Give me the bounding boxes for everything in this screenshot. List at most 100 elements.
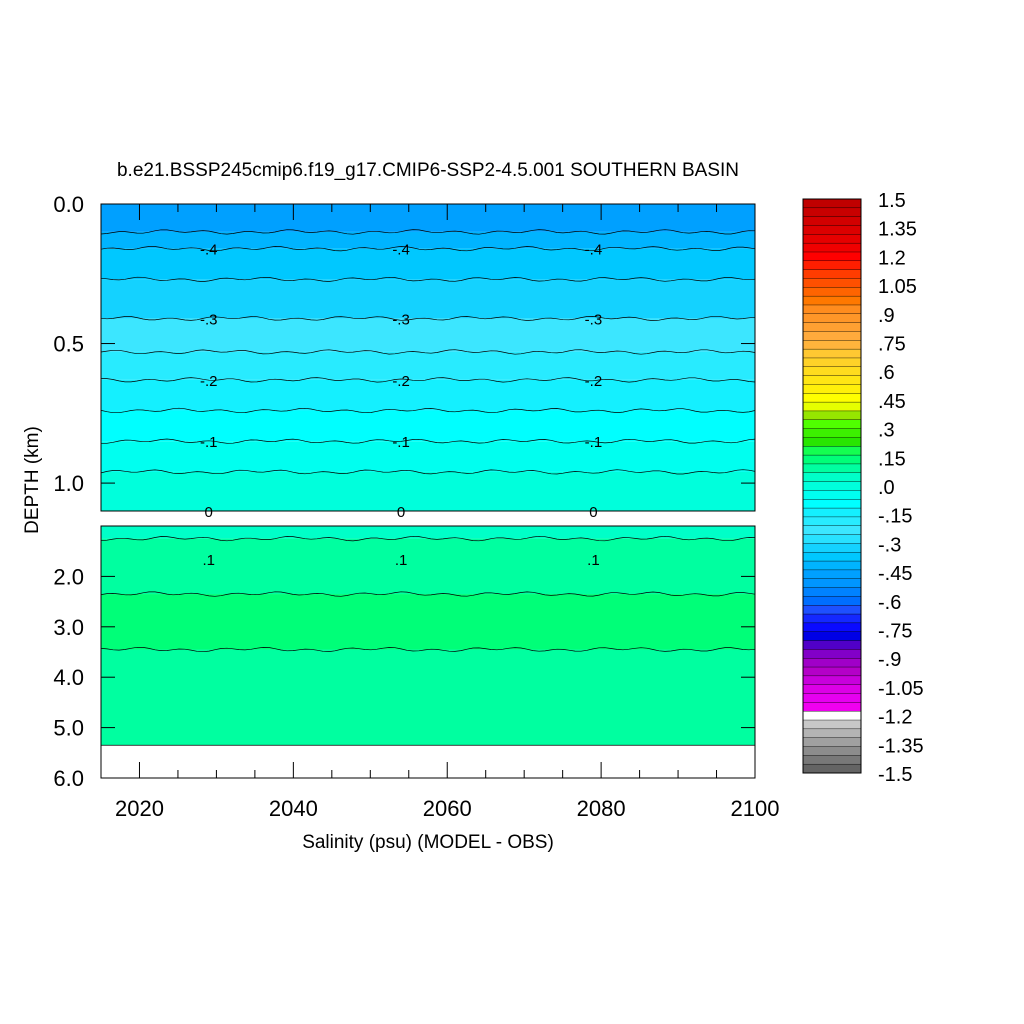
colorbar-swatch xyxy=(802,295,862,306)
colorbar-swatch xyxy=(802,578,862,589)
colorbar-swatch xyxy=(802,702,862,712)
colorbar-swatch xyxy=(802,763,862,774)
colorbar-swatch xyxy=(802,481,862,491)
colorbar-swatch xyxy=(802,746,862,756)
colorbar-label: .6 xyxy=(878,362,895,384)
colorbar-swatch xyxy=(802,587,862,597)
colorbar-label: -.6 xyxy=(878,592,901,614)
colorbar-label: 1.2 xyxy=(878,247,906,269)
upper-panel: -.4 -.4 -.4 -.3 -.3 -.3 -.2 -.2 -.2 -.1 -.1 -.1 0 0 0 0… xyxy=(53,192,756,521)
contour-band xyxy=(101,248,755,280)
colorbar-swatch xyxy=(802,322,862,332)
contour-label: .1 xyxy=(587,552,600,569)
contour-line xyxy=(101,438,756,444)
colorbar-swatch xyxy=(802,666,862,677)
colorbar-swatch xyxy=(802,710,862,721)
colorbar-swatch xyxy=(802,605,862,615)
colorbar-swatch xyxy=(802,428,862,438)
x-axis-label: Salinity (psu) (MODEL - OBS) xyxy=(302,832,554,853)
contour-line xyxy=(100,229,756,235)
y-tick-label: 3.0 xyxy=(53,615,84,640)
colorbar-label: -1.2 xyxy=(878,707,912,729)
colorbar-swatch xyxy=(802,719,862,730)
colorbar-swatch xyxy=(802,622,862,633)
colorbar-swatch xyxy=(802,507,862,518)
contour-band xyxy=(101,594,755,650)
colorbar-swatch xyxy=(802,207,862,218)
colorbar-frame xyxy=(802,198,862,774)
colorbar-swatch xyxy=(802,269,862,279)
colorbar-label: -.9 xyxy=(878,649,901,671)
contour-band xyxy=(101,351,755,380)
x-tick-label: 2040 xyxy=(269,796,318,821)
contour-band xyxy=(101,231,755,249)
colorbar-swatch xyxy=(802,516,862,527)
y-tick-label: 0.5 xyxy=(53,332,84,357)
contour-line xyxy=(100,315,756,321)
panel-frame xyxy=(100,203,756,512)
colorbar-swatch xyxy=(802,340,862,350)
colorbar-swatch xyxy=(802,675,862,686)
contour-line xyxy=(100,349,756,355)
colorbar-swatch xyxy=(802,693,862,703)
contour-band xyxy=(101,204,755,232)
colorbar-swatch xyxy=(802,375,862,385)
contour-label: -.2 xyxy=(200,373,218,390)
colorbar-swatch xyxy=(802,569,862,580)
panel-frame xyxy=(100,525,756,779)
colorbar-label: .3 xyxy=(878,420,895,442)
chart-title: b.e21.BSSP245cmip6.f19_g17.CMIP6-SSP2-4.… xyxy=(117,160,739,181)
colorbar-swatch xyxy=(802,393,862,403)
colorbar-swatch xyxy=(802,658,862,668)
contour-label: -.1 xyxy=(392,434,410,451)
x-tick-label: 2020 xyxy=(115,796,164,821)
colorbar-swatch xyxy=(802,234,862,244)
colorbar-swatch xyxy=(802,225,862,235)
colorbar-swatch xyxy=(802,728,862,739)
colorbar-swatch xyxy=(802,454,862,465)
colorbar-label: -.15 xyxy=(878,506,912,528)
colorbar-label: 1.35 xyxy=(878,219,917,241)
colorbar-swatch xyxy=(802,499,862,509)
contour-label: -.3 xyxy=(392,311,410,328)
colorbar-swatch xyxy=(802,437,862,447)
contour-line xyxy=(100,276,756,282)
contour-label: -.4 xyxy=(200,242,218,259)
colorbar-swatch xyxy=(802,304,862,315)
y-tick-label: 1.0 xyxy=(53,471,84,496)
y-tick-label: 2.0 xyxy=(53,564,84,589)
colorbar-swatch xyxy=(802,313,862,324)
x-axis: 2020 2040 2060 2080 2100 xyxy=(100,204,779,821)
colorbar-swatch xyxy=(802,525,862,536)
contour-band xyxy=(101,379,755,411)
colorbar-swatch xyxy=(802,613,862,624)
colorbar-swatch xyxy=(802,649,862,659)
contour-label: -.1 xyxy=(585,434,603,451)
colorbar-swatch xyxy=(802,198,862,209)
contour-label: -.3 xyxy=(585,311,603,328)
contour-line xyxy=(100,246,756,252)
colorbar-label: -1.05 xyxy=(878,678,924,700)
colorbar-swatch xyxy=(802,472,862,483)
colorbar-swatch xyxy=(802,410,862,421)
contour-band xyxy=(101,279,755,319)
colorbar-swatch xyxy=(802,401,862,412)
contour-label: -.4 xyxy=(392,242,410,259)
colorbar-swatch xyxy=(802,357,862,368)
colorbar-label: .0 xyxy=(878,477,895,499)
colorbar-swatch xyxy=(802,640,862,650)
colorbar-swatch xyxy=(802,463,862,474)
contour-label: -.2 xyxy=(585,373,603,390)
colorbar-swatch xyxy=(802,419,862,430)
colorbar-swatch xyxy=(802,251,862,262)
contour-line xyxy=(100,646,756,653)
colorbar-label: -.75 xyxy=(878,621,912,643)
contour-band xyxy=(101,538,755,595)
colorbar-label: 1.5 xyxy=(878,190,906,212)
colorbar-swatch xyxy=(802,260,862,271)
colorbar-label: .9 xyxy=(878,305,895,327)
colorbar-swatch xyxy=(802,446,862,456)
contour-label: -.3 xyxy=(200,311,218,328)
colorbar-swatch xyxy=(802,543,862,553)
